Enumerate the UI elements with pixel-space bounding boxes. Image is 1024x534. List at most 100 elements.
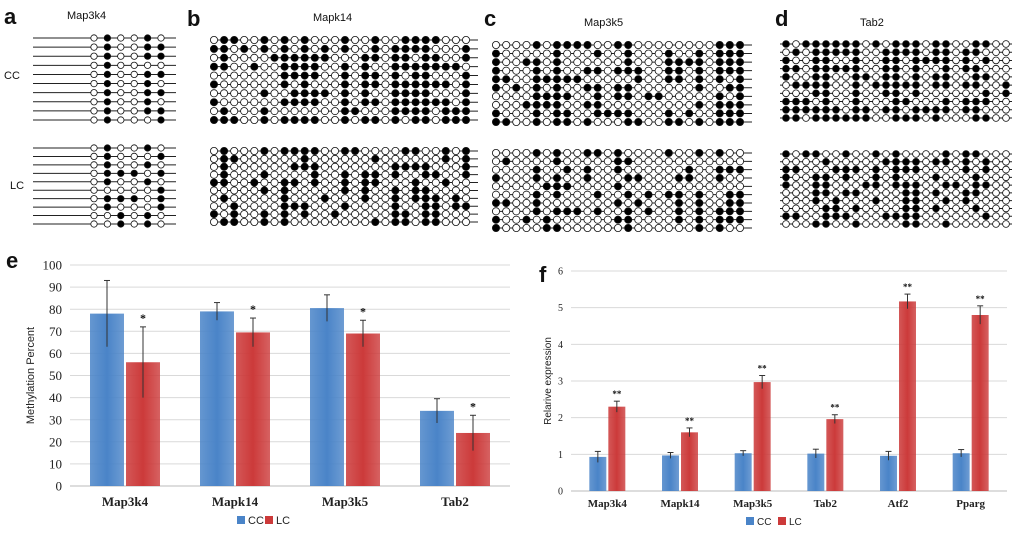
unmethylated-cpg (593, 198, 602, 207)
unmethylated-cpg (157, 98, 165, 106)
unmethylated-cpg (351, 194, 360, 203)
unmethylated-cpg (852, 196, 860, 205)
unmethylated-cpg (644, 66, 653, 75)
methylated-cpg (792, 64, 800, 73)
y-tick-label: 60 (49, 346, 62, 361)
unmethylated-cpg (992, 173, 1000, 182)
unmethylated-cpg (290, 186, 299, 195)
unmethylated-cpg (512, 215, 521, 224)
unmethylated-cpg (209, 36, 218, 45)
methylated-cpg (401, 62, 410, 71)
unmethylated-cpg (250, 116, 259, 125)
unmethylated-cpg (502, 215, 511, 224)
unmethylated-cpg (992, 165, 1000, 174)
unmethylated-cpg (872, 158, 880, 166)
unmethylated-cpg (792, 73, 800, 81)
unmethylated-cpg (644, 58, 653, 67)
unmethylated-cpg (942, 173, 950, 182)
unmethylated-cpg (230, 98, 239, 107)
unmethylated-cpg (882, 40, 890, 48)
methylated-cpg (461, 116, 470, 125)
methylated-cpg (593, 83, 602, 92)
unmethylated-cpg (1002, 48, 1010, 56)
methylated-cpg (614, 157, 623, 166)
unmethylated-cpg (654, 207, 663, 216)
methylated-cpg (782, 97, 790, 106)
y-tick-label: 5 (558, 303, 563, 314)
bar-cc-mapk14 (662, 455, 679, 491)
unmethylated-cpg (421, 146, 430, 155)
methylated-cpg (634, 118, 643, 127)
unmethylated-cpg (502, 148, 511, 157)
methylated-cpg (882, 158, 890, 166)
unmethylated-cpg (230, 107, 239, 116)
unmethylated-cpg (922, 81, 930, 89)
unmethylated-cpg (675, 83, 684, 92)
methylated-cpg (942, 64, 950, 73)
unmethylated-cpg (280, 89, 289, 98)
methylated-cpg (624, 49, 633, 58)
unmethylated-cpg (240, 80, 249, 89)
methylated-cpg (441, 146, 450, 155)
methylated-cpg (852, 73, 860, 81)
methylated-cpg (852, 106, 860, 114)
unmethylated-cpg (685, 215, 694, 224)
unmethylated-cpg (542, 190, 551, 199)
methylated-cpg (725, 83, 734, 92)
unmethylated-cpg (792, 150, 800, 158)
unmethylated-cpg (144, 61, 152, 69)
unmethylated-cpg (361, 36, 370, 45)
unmethylated-cpg (522, 173, 531, 182)
unmethylated-cpg (130, 52, 138, 60)
methylated-cpg (862, 73, 870, 81)
unmethylated-cpg (250, 36, 259, 45)
unmethylated-cpg (502, 83, 511, 92)
unmethylated-cpg (882, 114, 890, 122)
unmethylated-cpg (421, 178, 430, 187)
methylated-cpg (144, 144, 152, 152)
methylated-cpg (563, 75, 572, 84)
methylated-cpg (624, 190, 633, 199)
methylated-cpg (340, 178, 349, 187)
methylated-cpg (532, 83, 541, 92)
methylated-cpg (290, 62, 299, 71)
methylated-cpg (902, 81, 910, 89)
unmethylated-cpg (725, 173, 734, 182)
unmethylated-cpg (872, 189, 880, 197)
methylated-cpg (902, 220, 910, 228)
unmethylated-cpg (882, 150, 890, 158)
unmethylated-cpg (421, 154, 430, 163)
methylated-cpg (451, 62, 460, 71)
unmethylated-cpg (902, 89, 910, 98)
methylated-cpg (502, 157, 511, 166)
unmethylated-cpg (664, 173, 673, 182)
methylated-cpg (371, 53, 380, 62)
methylated-cpg (832, 64, 840, 73)
methylated-cpg (962, 97, 970, 106)
unmethylated-cpg (593, 118, 602, 127)
unmethylated-cpg (381, 217, 390, 226)
methylated-cpg (852, 97, 860, 106)
unmethylated-cpg (117, 107, 125, 115)
unmethylated-cpg (872, 64, 880, 73)
unmethylated-cpg (563, 215, 572, 224)
methylated-cpg (725, 100, 734, 109)
unmethylated-cpg (654, 83, 663, 92)
unmethylated-cpg (982, 173, 990, 182)
unmethylated-cpg (117, 152, 125, 160)
methylated-cpg (361, 62, 370, 71)
unmethylated-cpg (209, 217, 218, 226)
methylated-cpg (982, 89, 990, 98)
unmethylated-cpg (542, 207, 551, 216)
unmethylated-cpg (90, 212, 98, 220)
methylated-cpg (103, 70, 112, 79)
methylated-cpg (695, 118, 704, 127)
methylated-cpg (532, 41, 541, 50)
methylated-cpg (982, 114, 990, 122)
unmethylated-cpg (992, 89, 1000, 98)
unmethylated-cpg (502, 58, 511, 67)
unmethylated-cpg (117, 70, 125, 79)
unmethylated-cpg (992, 181, 1000, 189)
methylated-cpg (103, 89, 112, 97)
